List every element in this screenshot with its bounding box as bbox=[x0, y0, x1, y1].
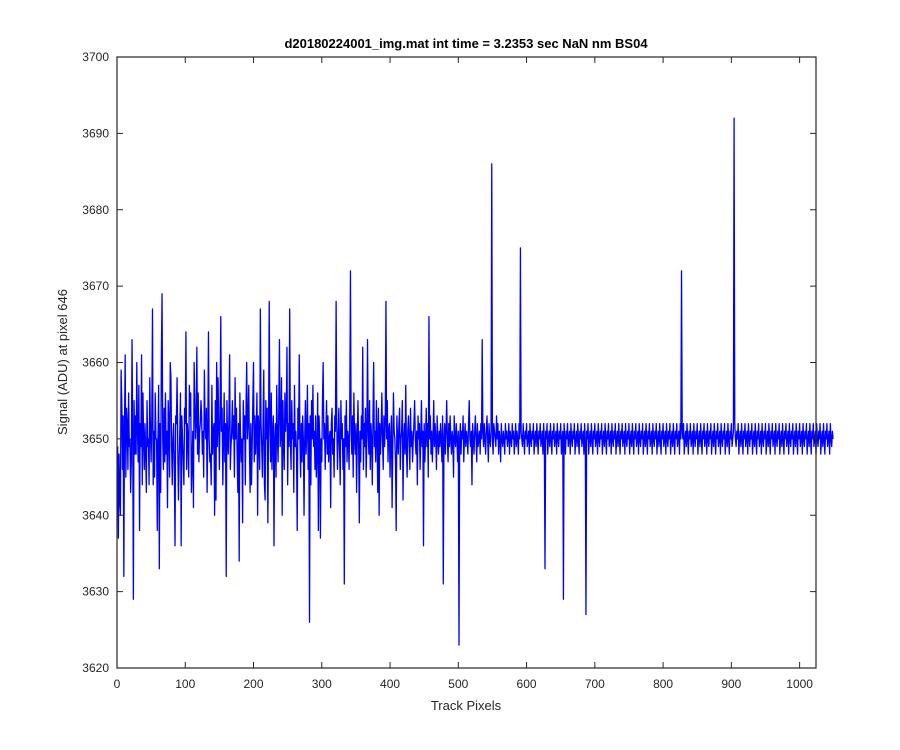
y-axis-label: Signal (ADU) at pixel 646 bbox=[55, 289, 70, 435]
x-tick-label: 200 bbox=[244, 677, 264, 691]
x-tick-label: 900 bbox=[721, 677, 741, 691]
x-tick-label: 1000 bbox=[786, 677, 813, 691]
y-tick-label: 3640 bbox=[82, 508, 109, 522]
y-tick-label: 3680 bbox=[82, 203, 109, 217]
x-tick-label: 600 bbox=[517, 677, 537, 691]
x-tick-label: 100 bbox=[175, 677, 195, 691]
x-tick-label: 400 bbox=[380, 677, 400, 691]
plot-background bbox=[117, 57, 816, 668]
x-tick-label: 800 bbox=[653, 677, 673, 691]
y-tick-label: 3690 bbox=[82, 126, 109, 140]
x-tick-label: 500 bbox=[448, 677, 468, 691]
y-axis-ticks: 3620 3630 3640 3650 3660 3670 3680 3690 3700 bbox=[82, 50, 816, 675]
y-tick-label: 3670 bbox=[82, 279, 109, 293]
series-line bbox=[117, 117, 834, 646]
plot-area bbox=[116, 56, 834, 669]
x-tick-label: 700 bbox=[585, 677, 605, 691]
y-tick-label: 3700 bbox=[82, 50, 109, 64]
y-tick-label: 3620 bbox=[82, 661, 109, 675]
y-tick-label: 3630 bbox=[82, 585, 109, 599]
x-axis-label: Track Pixels bbox=[431, 698, 502, 713]
y-tick-label: 3650 bbox=[82, 432, 109, 446]
x-axis-ticks: 0 100 200 300 400 500 600 700 800 900 1000 bbox=[114, 57, 813, 691]
x-tick-label: 0 bbox=[114, 677, 121, 691]
x-tick-label: 300 bbox=[312, 677, 332, 691]
chart-title: d20180224001_img.mat int time = 3.2353 s… bbox=[284, 36, 648, 51]
y-tick-label: 3660 bbox=[82, 356, 109, 370]
